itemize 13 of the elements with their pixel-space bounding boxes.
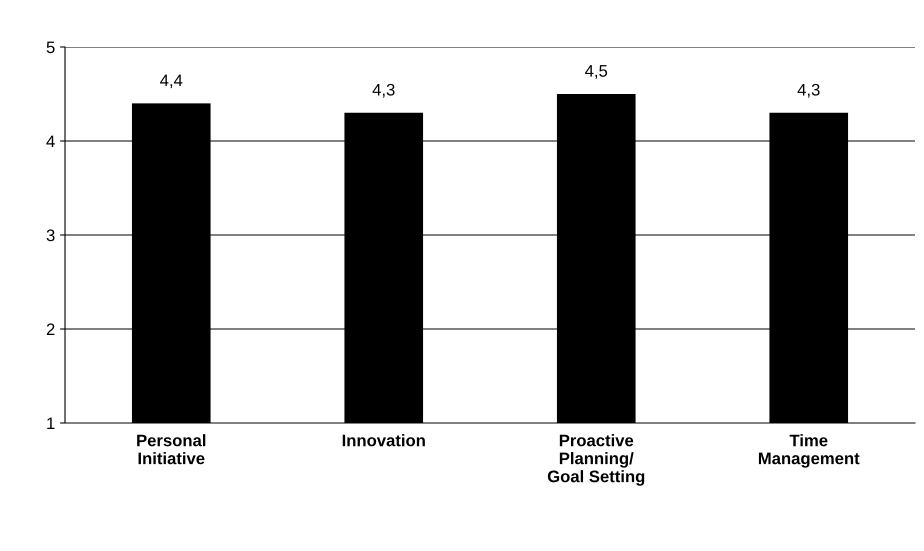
x-tick-label: Innovation bbox=[342, 434, 425, 446]
data-label: 4,3 bbox=[372, 84, 395, 98]
y-tick-label: 1 bbox=[47, 418, 54, 430]
y-tick-label: 2 bbox=[46, 323, 54, 336]
y-tick-label: 5 bbox=[46, 42, 55, 54]
data-label: 4,5 bbox=[585, 65, 608, 79]
x-tick-label: Personal Initiative bbox=[137, 434, 206, 464]
x-tick-label: Proactive Planning/ Goal Setting bbox=[548, 434, 644, 486]
y-tick-label: 3 bbox=[46, 229, 55, 242]
y-tick-label: 4 bbox=[46, 136, 55, 148]
data-label: 4,4 bbox=[160, 74, 182, 88]
data-label: 4,3 bbox=[798, 84, 820, 98]
x-tick-label: Time Management bbox=[758, 434, 860, 468]
